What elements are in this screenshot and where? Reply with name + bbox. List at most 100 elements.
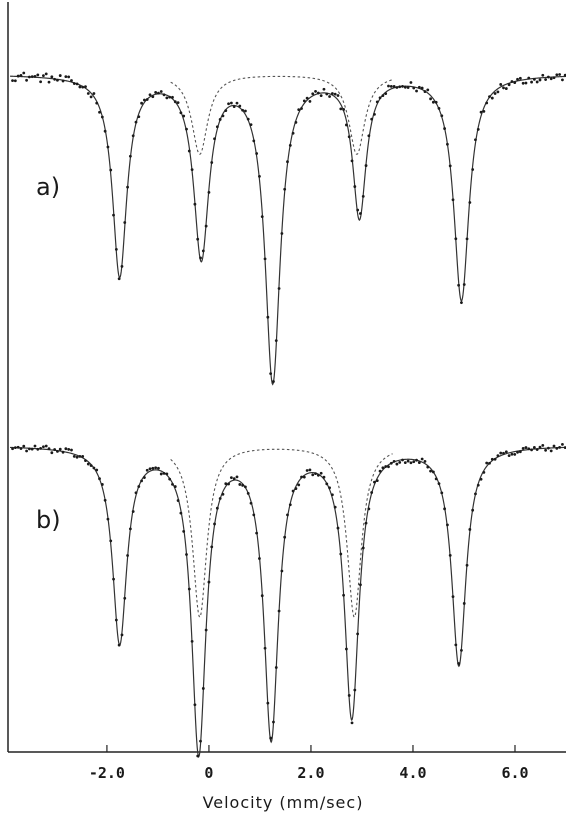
data-point — [429, 469, 432, 473]
data-point — [70, 448, 73, 452]
data-point — [67, 448, 71, 451]
data-point — [392, 84, 396, 88]
data-point — [521, 81, 525, 85]
data-point — [168, 477, 172, 481]
data-point — [482, 110, 486, 113]
data-point — [277, 609, 281, 613]
data-point — [137, 485, 141, 488]
data-point — [283, 187, 287, 191]
data-point — [117, 643, 121, 647]
data-point — [286, 513, 289, 517]
data-point — [291, 131, 295, 135]
data-point — [196, 754, 200, 758]
data-point — [434, 477, 438, 481]
data-point — [454, 643, 458, 647]
data-point — [499, 83, 503, 86]
data-point — [207, 580, 211, 584]
data-point — [98, 477, 101, 481]
fit-curve-a — [9, 75, 566, 386]
data-point — [527, 447, 531, 451]
data-point — [431, 470, 435, 474]
data-point — [44, 444, 48, 448]
data-point — [375, 100, 379, 104]
data-point — [22, 71, 26, 75]
data-point — [561, 78, 564, 82]
data-point — [490, 457, 494, 461]
data-point — [465, 237, 469, 241]
data-point — [440, 114, 444, 118]
data-point — [308, 99, 312, 103]
data-point — [333, 92, 337, 96]
data-point — [269, 736, 273, 740]
data-point — [451, 198, 455, 202]
data-point — [561, 442, 564, 446]
data-point — [187, 587, 191, 591]
data-point — [342, 108, 345, 111]
data-point — [521, 447, 525, 450]
data-point — [47, 80, 51, 84]
data-point — [471, 168, 475, 171]
data-point — [488, 95, 491, 99]
data-point — [193, 703, 197, 707]
data-point — [530, 448, 533, 452]
data-point — [547, 446, 550, 450]
data-point — [423, 459, 427, 463]
data-point — [25, 78, 28, 82]
data-point — [420, 86, 424, 90]
data-point — [53, 77, 57, 81]
data-point — [350, 721, 354, 725]
data-point — [27, 447, 31, 451]
data-point — [527, 76, 531, 80]
data-point — [187, 149, 191, 153]
subspectrum-curve-a — [170, 75, 393, 155]
data-point — [457, 283, 461, 287]
data-point — [507, 454, 511, 458]
data-point — [426, 88, 430, 92]
data-point — [319, 94, 323, 98]
data-point — [274, 666, 278, 669]
data-point — [246, 117, 250, 121]
data-point — [538, 445, 542, 449]
data-point — [159, 90, 163, 93]
data-point — [263, 257, 267, 261]
data-point — [437, 482, 441, 486]
data-point — [36, 73, 40, 77]
data-point — [345, 123, 348, 127]
data-point — [330, 493, 334, 497]
data-point — [179, 111, 183, 115]
data-point — [47, 447, 51, 451]
data-point — [361, 195, 365, 198]
data-point — [311, 473, 315, 477]
data-point — [328, 486, 331, 490]
data-point — [199, 739, 202, 743]
data-point — [325, 482, 329, 486]
data-point — [173, 485, 177, 488]
data-point — [443, 127, 446, 130]
data-point — [305, 96, 309, 100]
data-point — [232, 477, 236, 480]
data-point — [244, 485, 247, 489]
data-point — [78, 455, 82, 458]
data-point — [516, 450, 519, 454]
data-point — [504, 87, 508, 90]
data-point — [89, 95, 93, 99]
data-point — [218, 497, 222, 500]
data-point — [227, 102, 230, 106]
data-point — [389, 85, 393, 88]
data-point — [277, 287, 281, 290]
data-point — [448, 553, 452, 557]
data-point — [558, 73, 562, 76]
data-point — [423, 90, 427, 93]
data-point — [33, 444, 37, 448]
data-point — [210, 161, 214, 164]
data-point — [27, 75, 31, 79]
data-point — [241, 483, 245, 487]
data-point — [316, 473, 320, 477]
data-point — [415, 89, 418, 93]
data-point — [201, 687, 205, 690]
data-point — [221, 114, 225, 118]
data-point — [364, 164, 368, 167]
data-point — [373, 480, 376, 484]
data-point — [339, 552, 343, 556]
data-point — [319, 471, 323, 475]
